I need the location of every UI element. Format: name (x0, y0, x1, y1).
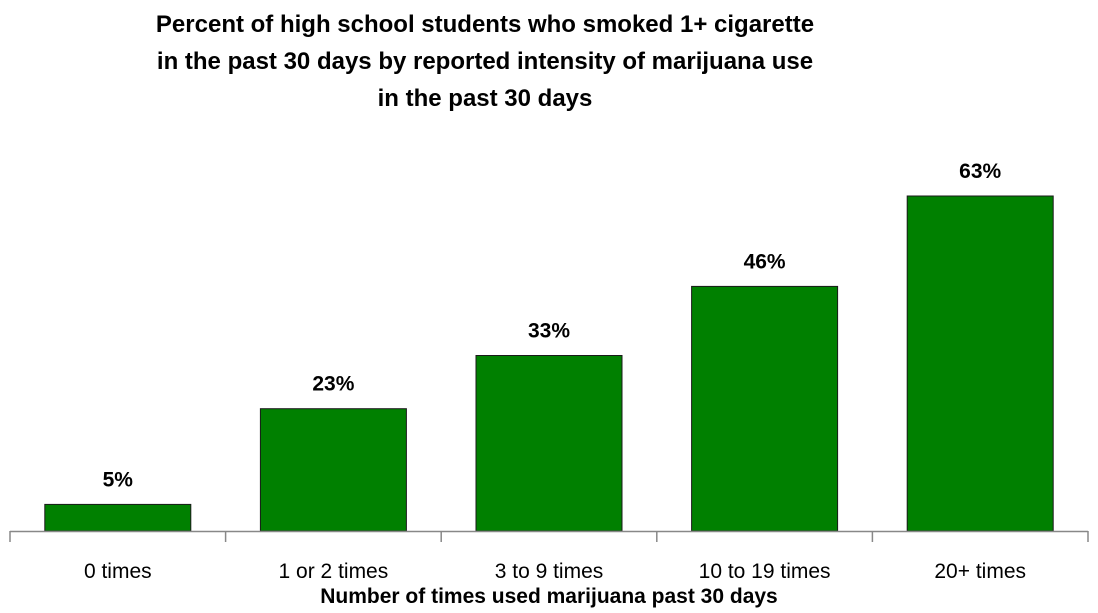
bar (259, 408, 407, 532)
bar (44, 503, 192, 532)
data-label: 5% (103, 468, 134, 491)
x-axis (9, 530, 1089, 542)
labels-layer: 5% 0 times 23% 1 or 2 times 33% 3 to 9 times 4… (84, 160, 1026, 583)
x-tick-label: 3 to 9 times (495, 560, 604, 583)
x-tick-label: 0 times (84, 560, 152, 583)
data-label: 63% (959, 160, 1001, 183)
bar (475, 355, 623, 532)
bar (691, 285, 839, 532)
chart-title: Percent of high school students who smok… (155, 11, 815, 112)
x-tick-label: 20+ times (934, 560, 1026, 583)
x-axis-title: Number of times used marijuana past 30 d… (320, 585, 778, 608)
data-label: 33% (528, 320, 570, 343)
x-tick-label: 10 to 19 times (699, 560, 831, 583)
x-tick-label: 1 or 2 times (279, 560, 389, 583)
data-label: 46% (744, 250, 786, 273)
bar (906, 195, 1054, 532)
bars-layer (44, 195, 1054, 532)
data-label: 23% (312, 373, 354, 396)
